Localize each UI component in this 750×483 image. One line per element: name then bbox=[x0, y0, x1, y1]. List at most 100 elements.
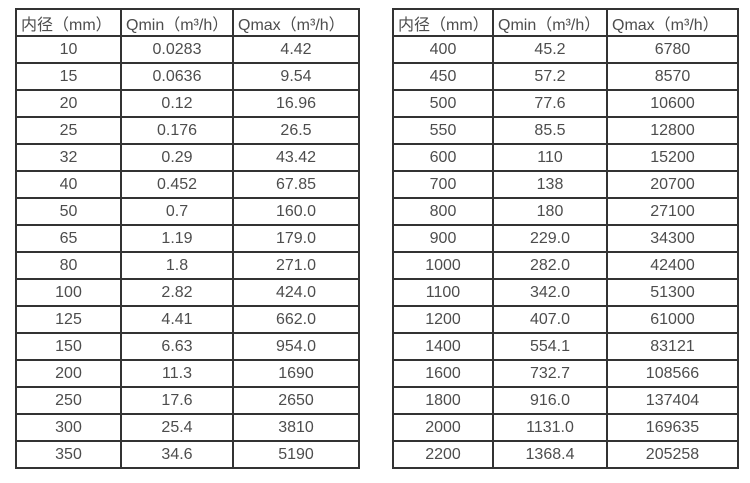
table-cell: 0.452 bbox=[120, 170, 234, 199]
table-cell: 110 bbox=[492, 143, 608, 172]
table-row: 100 2.82 424.0 bbox=[15, 278, 360, 307]
table-cell: 800 bbox=[392, 197, 494, 226]
table-cell: 80 bbox=[15, 251, 122, 280]
table-cell: 15200 bbox=[606, 143, 739, 172]
table-row: 500 77.6 10600 bbox=[392, 89, 739, 118]
table-cell: 350 bbox=[15, 440, 122, 469]
table-cell: 51300 bbox=[606, 278, 739, 307]
table-cell: 1100 bbox=[392, 278, 494, 307]
table-cell: 6.63 bbox=[120, 332, 234, 361]
table-header-row: 内径（mm） Qmin（m³/h） Qmax（m³/h） bbox=[15, 8, 360, 37]
table-cell: 9.54 bbox=[232, 62, 360, 91]
table-row: 1200 407.0 61000 bbox=[392, 305, 739, 334]
table-cell: 100 bbox=[15, 278, 122, 307]
header-qmin: Qmin（m³/h） bbox=[492, 8, 608, 37]
table-row: 700 138 20700 bbox=[392, 170, 739, 199]
table-cell: 0.12 bbox=[120, 89, 234, 118]
table-cell: 0.7 bbox=[120, 197, 234, 226]
table-cell: 25.4 bbox=[120, 413, 234, 442]
table-row: 450 57.2 8570 bbox=[392, 62, 739, 91]
table-cell: 65 bbox=[15, 224, 122, 253]
table-cell: 271.0 bbox=[232, 251, 360, 280]
table-row: 2000 1131.0 169635 bbox=[392, 413, 739, 442]
table-row: 1100 342.0 51300 bbox=[392, 278, 739, 307]
table-cell: 160.0 bbox=[232, 197, 360, 226]
table-row: 900 229.0 34300 bbox=[392, 224, 739, 253]
table-row: 1800 916.0 137404 bbox=[392, 386, 739, 415]
table-cell: 300 bbox=[15, 413, 122, 442]
table-cell: 2650 bbox=[232, 386, 360, 415]
table-cell: 83121 bbox=[606, 332, 739, 361]
table-cell: 20 bbox=[15, 89, 122, 118]
table-cell: 1800 bbox=[392, 386, 494, 415]
table-cell: 600 bbox=[392, 143, 494, 172]
table-row: 1600 732.7 108566 bbox=[392, 359, 739, 388]
table-cell: 169635 bbox=[606, 413, 739, 442]
table-row: 32 0.29 43.42 bbox=[15, 143, 360, 172]
table-cell: 450 bbox=[392, 62, 494, 91]
table-cell: 2000 bbox=[392, 413, 494, 442]
table-cell: 700 bbox=[392, 170, 494, 199]
table-cell: 1600 bbox=[392, 359, 494, 388]
table-row: 1400 554.1 83121 bbox=[392, 332, 739, 361]
table-row: 25 0.176 26.5 bbox=[15, 116, 360, 145]
table-cell: 125 bbox=[15, 305, 122, 334]
table-cell: 43.42 bbox=[232, 143, 360, 172]
table-cell: 0.29 bbox=[120, 143, 234, 172]
table-cell: 180 bbox=[492, 197, 608, 226]
table-cell: 4.41 bbox=[120, 305, 234, 334]
header-inner-diameter: 内径（mm） bbox=[15, 8, 122, 37]
table-cell: 8570 bbox=[606, 62, 739, 91]
table-cell: 1200 bbox=[392, 305, 494, 334]
table-cell: 27100 bbox=[606, 197, 739, 226]
table-row: 350 34.6 5190 bbox=[15, 440, 360, 469]
table-cell: 1131.0 bbox=[492, 413, 608, 442]
table-cell: 2200 bbox=[392, 440, 494, 469]
table-cell: 900 bbox=[392, 224, 494, 253]
table-cell: 1000 bbox=[392, 251, 494, 280]
table-cell: 342.0 bbox=[492, 278, 608, 307]
table-cell: 1690 bbox=[232, 359, 360, 388]
table-row: 10 0.0283 4.42 bbox=[15, 35, 360, 64]
table-row: 15 0.0636 9.54 bbox=[15, 62, 360, 91]
table-cell: 57.2 bbox=[492, 62, 608, 91]
table-cell: 26.5 bbox=[232, 116, 360, 145]
table-cell: 85.5 bbox=[492, 116, 608, 145]
table-row: 550 85.5 12800 bbox=[392, 116, 739, 145]
table-cell: 0.176 bbox=[120, 116, 234, 145]
table-cell: 1.8 bbox=[120, 251, 234, 280]
table-cell: 954.0 bbox=[232, 332, 360, 361]
table-cell: 550 bbox=[392, 116, 494, 145]
header-qmax: Qmax（m³/h） bbox=[232, 8, 360, 37]
table-cell: 16.96 bbox=[232, 89, 360, 118]
table-row: 150 6.63 954.0 bbox=[15, 332, 360, 361]
header-inner-diameter: 内径（mm） bbox=[392, 8, 494, 37]
table-row: 250 17.6 2650 bbox=[15, 386, 360, 415]
table-cell: 407.0 bbox=[492, 305, 608, 334]
table-cell: 77.6 bbox=[492, 89, 608, 118]
table-cell: 150 bbox=[15, 332, 122, 361]
table-row: 80 1.8 271.0 bbox=[15, 251, 360, 280]
table-cell: 6780 bbox=[606, 35, 739, 64]
table-cell: 0.0283 bbox=[120, 35, 234, 64]
table-cell: 17.6 bbox=[120, 386, 234, 415]
header-qmax: Qmax（m³/h） bbox=[606, 8, 739, 37]
table-row: 600 110 15200 bbox=[392, 143, 739, 172]
table-row: 200 11.3 1690 bbox=[15, 359, 360, 388]
table-cell: 2.82 bbox=[120, 278, 234, 307]
table-cell: 50 bbox=[15, 197, 122, 226]
table-cell: 282.0 bbox=[492, 251, 608, 280]
table-row: 800 180 27100 bbox=[392, 197, 739, 226]
table-cell: 1400 bbox=[392, 332, 494, 361]
table-cell: 916.0 bbox=[492, 386, 608, 415]
table-cell: 67.85 bbox=[232, 170, 360, 199]
table-row: 400 45.2 6780 bbox=[392, 35, 739, 64]
table-cell: 1368.4 bbox=[492, 440, 608, 469]
table-cell: 137404 bbox=[606, 386, 739, 415]
table-cell: 200 bbox=[15, 359, 122, 388]
table-cell: 229.0 bbox=[492, 224, 608, 253]
table-cell: 3810 bbox=[232, 413, 360, 442]
table-cell: 61000 bbox=[606, 305, 739, 334]
table-cell: 108566 bbox=[606, 359, 739, 388]
table-cell: 424.0 bbox=[232, 278, 360, 307]
